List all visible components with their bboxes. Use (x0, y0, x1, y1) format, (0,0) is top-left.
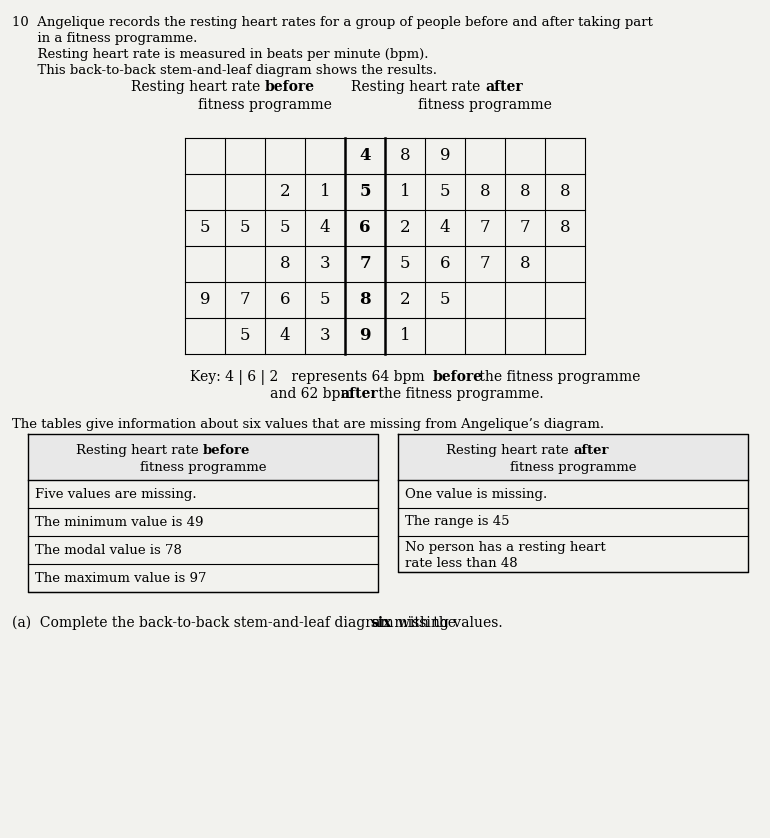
Text: This back-to-back stem-and-leaf diagram shows the results.: This back-to-back stem-and-leaf diagram … (12, 64, 437, 77)
Text: in a fitness programme.: in a fitness programme. (12, 32, 197, 45)
Text: (a)  Complete the back-to-back stem-and-leaf diagram with the: (a) Complete the back-to-back stem-and-l… (12, 616, 460, 630)
Text: The modal value is 78: The modal value is 78 (35, 544, 182, 556)
Text: 4: 4 (440, 220, 450, 236)
Text: 5: 5 (199, 220, 210, 236)
Text: 6: 6 (360, 220, 370, 236)
Text: before: before (433, 370, 483, 384)
Text: 5: 5 (440, 184, 450, 200)
Text: 5: 5 (440, 292, 450, 308)
Text: 8: 8 (480, 184, 490, 200)
Text: fitness programme: fitness programme (510, 461, 636, 474)
Text: 9: 9 (199, 292, 210, 308)
Text: The maximum value is 97: The maximum value is 97 (35, 572, 206, 584)
Text: 1: 1 (400, 184, 410, 200)
Text: six: six (370, 616, 391, 630)
Text: 4: 4 (280, 328, 290, 344)
Text: 8: 8 (520, 256, 531, 272)
Text: 5: 5 (280, 220, 290, 236)
Text: Five values are missing.: Five values are missing. (35, 488, 196, 500)
Text: Key: 4 | 6 | 2   represents 64 bpm: Key: 4 | 6 | 2 represents 64 bpm (190, 370, 429, 385)
Text: 8: 8 (560, 184, 571, 200)
Text: 2: 2 (400, 292, 410, 308)
Text: 4: 4 (320, 220, 330, 236)
Text: the fitness programme: the fitness programme (475, 370, 641, 384)
Text: before: before (203, 444, 250, 457)
Text: the fitness programme.: the fitness programme. (374, 387, 544, 401)
Text: 8: 8 (400, 147, 410, 164)
Text: 7: 7 (359, 256, 371, 272)
Text: fitness programme: fitness programme (198, 98, 332, 112)
Text: The minimum value is 49: The minimum value is 49 (35, 515, 203, 529)
Text: after: after (340, 387, 377, 401)
Text: 4: 4 (360, 147, 370, 164)
Text: 7: 7 (239, 292, 250, 308)
Bar (398, 434, 748, 480)
Text: The range is 45: The range is 45 (405, 515, 510, 529)
Text: and 62 bpm: and 62 bpm (270, 387, 358, 401)
Bar (28, 434, 378, 480)
Text: 5: 5 (360, 184, 370, 200)
Text: 3: 3 (320, 256, 330, 272)
Text: 5: 5 (239, 220, 250, 236)
Text: 7: 7 (480, 256, 490, 272)
Text: 6: 6 (280, 292, 290, 308)
Text: 9: 9 (360, 328, 370, 344)
Text: No person has a resting heart: No person has a resting heart (405, 541, 606, 554)
Text: 5: 5 (239, 328, 250, 344)
Text: 1: 1 (320, 184, 330, 200)
Text: after: after (485, 80, 523, 94)
Text: 5: 5 (320, 292, 330, 308)
Text: Resting heart rate: Resting heart rate (446, 444, 573, 457)
Text: 3: 3 (320, 328, 330, 344)
Text: One value is missing.: One value is missing. (405, 488, 547, 500)
Text: fitness programme: fitness programme (418, 98, 552, 112)
Text: 8: 8 (280, 256, 290, 272)
Text: missing values.: missing values. (390, 616, 503, 630)
Text: 8: 8 (359, 292, 371, 308)
Text: 2: 2 (400, 220, 410, 236)
Text: 10  Angelique records the resting heart rates for a group of people before and a: 10 Angelique records the resting heart r… (12, 16, 653, 29)
Text: 7: 7 (480, 220, 490, 236)
Text: Resting heart rate is measured in beats per minute (bpm).: Resting heart rate is measured in beats … (12, 48, 428, 61)
Text: 2: 2 (280, 184, 290, 200)
Text: after: after (573, 444, 608, 457)
Text: 5: 5 (400, 256, 410, 272)
Text: 6: 6 (440, 256, 450, 272)
Text: rate less than 48: rate less than 48 (405, 557, 517, 570)
Text: before: before (265, 80, 315, 94)
Text: The tables give information about six values that are missing from Angelique’s d: The tables give information about six va… (12, 418, 604, 431)
Text: 1: 1 (400, 328, 410, 344)
Text: 7: 7 (520, 220, 531, 236)
Text: fitness programme: fitness programme (139, 461, 266, 474)
Text: Resting heart rate: Resting heart rate (132, 80, 265, 94)
Text: 9: 9 (440, 147, 450, 164)
Text: 8: 8 (560, 220, 571, 236)
Text: 8: 8 (520, 184, 531, 200)
Text: Resting heart rate: Resting heart rate (351, 80, 485, 94)
Text: Resting heart rate: Resting heart rate (76, 444, 203, 457)
